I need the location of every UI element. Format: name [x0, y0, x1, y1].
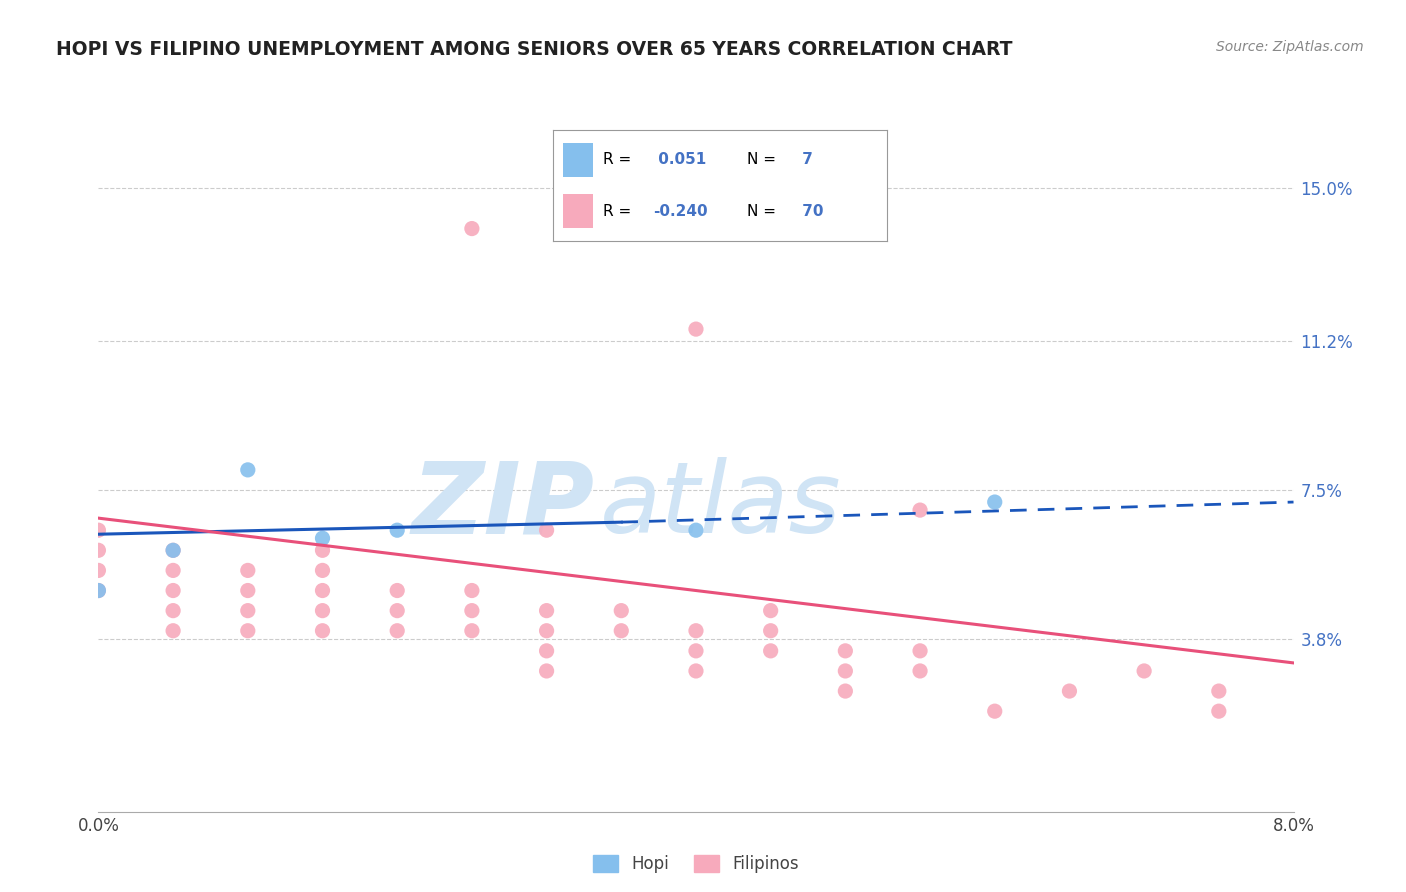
Point: [834, 684, 856, 698]
Point: [759, 624, 782, 638]
Point: [87, 543, 110, 558]
Point: [385, 583, 409, 598]
Point: [162, 604, 184, 618]
Point: [385, 523, 409, 537]
Point: [759, 644, 782, 658]
Text: Source: ZipAtlas.com: Source: ZipAtlas.com: [1216, 40, 1364, 54]
Text: atlas: atlas: [600, 457, 842, 554]
Point: [311, 604, 333, 618]
Point: [87, 583, 110, 598]
Point: [536, 604, 558, 618]
Point: [908, 644, 931, 658]
Point: [162, 583, 184, 598]
Point: [610, 604, 633, 618]
Text: HOPI VS FILIPINO UNEMPLOYMENT AMONG SENIORS OVER 65 YEARS CORRELATION CHART: HOPI VS FILIPINO UNEMPLOYMENT AMONG SENI…: [56, 40, 1012, 59]
Point: [385, 604, 409, 618]
Point: [385, 624, 409, 638]
Point: [236, 563, 259, 577]
Point: [685, 624, 707, 638]
Point: [236, 604, 259, 618]
Point: [685, 322, 707, 336]
Point: [311, 624, 333, 638]
Point: [461, 221, 484, 235]
Point: [461, 624, 484, 638]
Point: [87, 523, 110, 537]
Point: [536, 664, 558, 678]
Point: [536, 644, 558, 658]
Point: [685, 664, 707, 678]
Point: [311, 531, 333, 545]
Point: [834, 664, 856, 678]
Point: [162, 543, 184, 558]
Point: [908, 503, 931, 517]
Point: [610, 624, 633, 638]
Legend: Hopi, Filipinos: Hopi, Filipinos: [586, 848, 806, 880]
Point: [1133, 664, 1156, 678]
Point: [1208, 704, 1230, 718]
Point: [983, 704, 1005, 718]
Point: [236, 583, 259, 598]
Point: [834, 644, 856, 658]
Point: [685, 523, 707, 537]
Point: [461, 583, 484, 598]
Point: [87, 563, 110, 577]
Point: [311, 583, 333, 598]
Point: [236, 463, 259, 477]
Point: [311, 543, 333, 558]
Point: [461, 604, 484, 618]
Point: [162, 543, 184, 558]
Point: [311, 563, 333, 577]
Point: [236, 624, 259, 638]
Point: [908, 664, 931, 678]
Point: [162, 563, 184, 577]
Point: [536, 523, 558, 537]
Point: [87, 583, 110, 598]
Point: [536, 624, 558, 638]
Point: [983, 495, 1005, 509]
Point: [1059, 684, 1081, 698]
Point: [759, 604, 782, 618]
Point: [685, 644, 707, 658]
Point: [162, 624, 184, 638]
Text: ZIP: ZIP: [412, 457, 595, 554]
Point: [1208, 684, 1230, 698]
